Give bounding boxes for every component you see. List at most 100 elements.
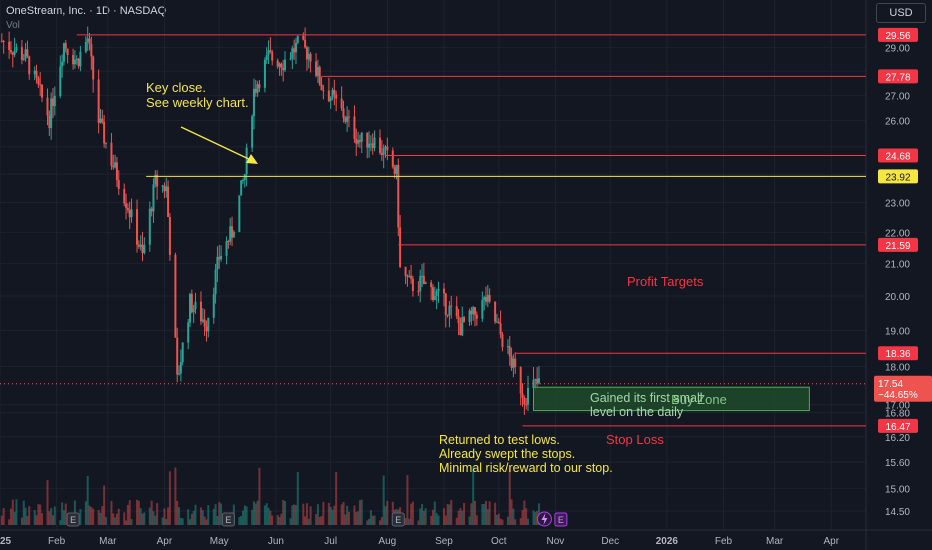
volume-bar <box>329 506 332 525</box>
volume-bar <box>214 504 217 525</box>
volume-bar <box>194 504 197 525</box>
candle-body <box>391 150 394 168</box>
volume-bar <box>340 504 343 525</box>
annotation-key-close-line: Key close. <box>146 80 206 95</box>
candle-body <box>79 51 82 67</box>
earnings-marker[interactable] <box>391 512 405 527</box>
candle-body <box>510 356 513 368</box>
candle-body <box>419 276 422 292</box>
candle-body <box>519 367 522 394</box>
y-tick-label: 27.00 <box>885 91 910 102</box>
candle-body <box>201 319 204 322</box>
candle-body <box>371 143 374 149</box>
candle-body <box>494 301 497 322</box>
candle-body <box>411 278 414 291</box>
y-tick-label: 14.50 <box>885 507 910 518</box>
earnings-marker[interactable] <box>221 512 235 527</box>
x-tick-label: Oct <box>491 536 507 547</box>
x-tick-label: Apr <box>157 536 173 547</box>
volume-bar <box>331 509 334 525</box>
volume-bar <box>284 500 287 525</box>
candle-body <box>181 342 184 363</box>
volume-bar <box>59 520 62 525</box>
volume-bar <box>384 506 387 525</box>
volume-bar <box>499 518 502 525</box>
candle-body <box>442 288 445 294</box>
volume-bar <box>293 504 296 525</box>
candle-body <box>61 61 64 67</box>
candle-body <box>205 326 208 332</box>
volume-bar <box>165 518 168 525</box>
last-price-label: 17.54 <box>878 379 903 390</box>
candle-body <box>194 301 197 310</box>
level-21-59-tag <box>878 237 918 252</box>
candle-body <box>446 314 449 316</box>
candle-body <box>342 108 345 118</box>
candle-body <box>13 50 16 55</box>
volume-bar <box>347 511 350 525</box>
volume-bar <box>20 517 23 525</box>
candle-body <box>318 67 321 85</box>
currency-button[interactable]: USD <box>876 3 926 23</box>
volume-bar <box>532 510 535 525</box>
x-tick-label: Mar <box>766 536 784 547</box>
candle-body <box>450 305 453 307</box>
candle-body <box>167 186 170 218</box>
volume-bar <box>115 513 118 525</box>
candle-body <box>123 188 126 204</box>
x-tick-label: Jul <box>324 536 337 547</box>
volume-bar <box>521 510 524 525</box>
annotation-gained-line: Gained its first small <box>590 391 703 405</box>
volume-bar <box>484 501 487 525</box>
candle-body <box>406 275 409 277</box>
volume-bar <box>315 514 318 525</box>
volume-bar <box>468 516 471 525</box>
volume-bar <box>463 502 466 525</box>
volume-bar <box>123 512 126 525</box>
volume-bar <box>8 519 11 525</box>
volume-bar <box>448 504 451 525</box>
candle-body <box>353 116 356 139</box>
earnings-marker[interactable] <box>554 512 568 527</box>
candle-body <box>24 49 27 59</box>
candle-body <box>265 54 268 60</box>
volume-bar <box>39 504 42 525</box>
volume-bar <box>408 518 411 525</box>
volume-bar <box>472 466 475 525</box>
candle-body <box>331 89 334 98</box>
candle-body <box>22 58 25 60</box>
volume-bar <box>360 499 363 525</box>
volume-bar <box>126 504 129 525</box>
candle-body <box>241 179 244 181</box>
volume-bar <box>501 519 504 525</box>
candle-body <box>410 275 413 279</box>
volume-bar <box>481 503 484 525</box>
level-23-92-label: 23.92 <box>885 172 910 183</box>
candle-body <box>437 288 440 292</box>
earnings-marker[interactable] <box>66 512 80 527</box>
candle-body <box>302 35 305 40</box>
candle-body <box>357 140 360 144</box>
candle-body <box>322 90 325 92</box>
candle-body <box>461 317 464 336</box>
candle-body <box>39 84 42 86</box>
candle-body <box>366 132 369 148</box>
candle-body <box>28 56 31 75</box>
volume-bar <box>404 517 407 525</box>
volume-bar <box>267 507 270 525</box>
y-tick-label: 15.00 <box>885 484 910 495</box>
volume-bar <box>358 500 361 525</box>
candle-body <box>360 132 363 142</box>
annotation-returned-line: Returned to test lows. <box>439 433 560 447</box>
volume-bar <box>41 513 44 525</box>
volume-bar <box>179 517 182 525</box>
candle-body <box>15 47 18 51</box>
candle-body <box>37 77 40 85</box>
candle-body <box>474 307 477 315</box>
volume-bar <box>130 519 133 525</box>
volume-bar <box>265 503 268 525</box>
level-18-36-tag <box>878 346 918 361</box>
candle-body <box>126 207 129 210</box>
annotation-arrow-line <box>180 126 254 162</box>
